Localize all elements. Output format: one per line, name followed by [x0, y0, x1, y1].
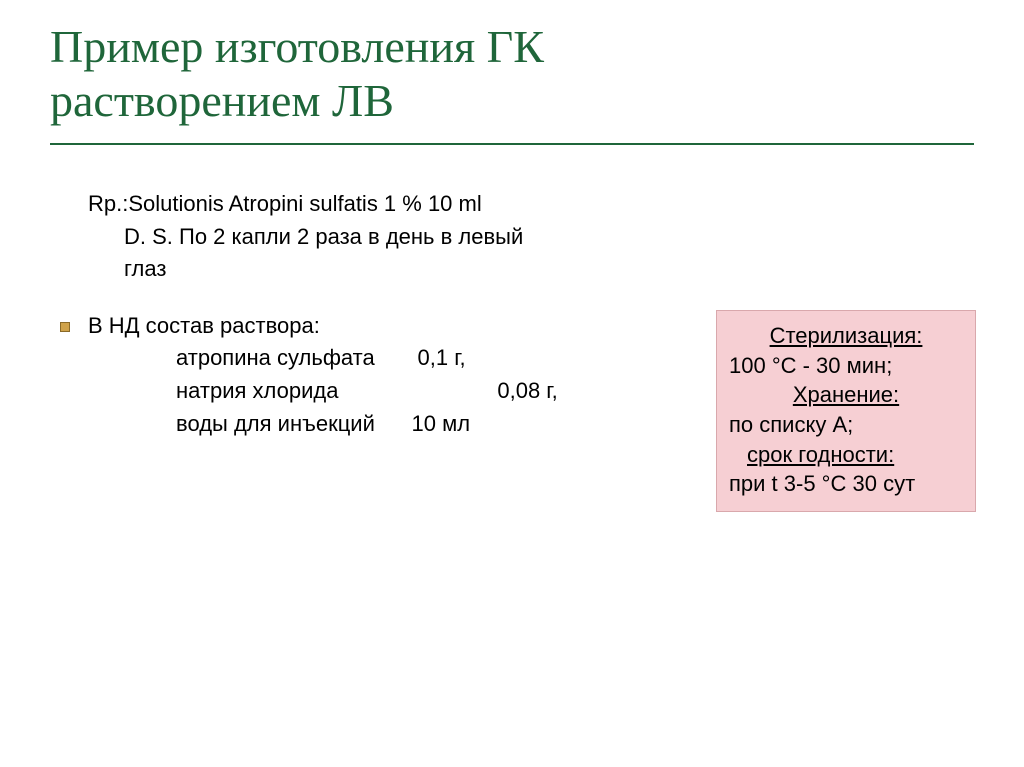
list-item: В НД состав раствора: — [60, 312, 620, 341]
panel-row: Хранение: — [729, 380, 963, 410]
sterilization-label: Стерилизация: — [770, 323, 923, 348]
title-block: Пример изготовления ГК растворением ЛВ — [0, 0, 1024, 137]
list-item: Rp.:Solutionis Atropini sulfatis 1 % 10 … — [60, 190, 620, 219]
storage-value: по списку А; — [729, 410, 963, 440]
list-item: D. S. По 2 капли 2 раза в день в левый — [60, 223, 620, 252]
list-item: воды для инъекций 10 мл — [60, 410, 620, 439]
panel-row: срок годности: — [729, 440, 963, 470]
nd-header: В НД состав раствора: — [88, 312, 320, 341]
title-line-1: Пример изготовления ГК — [50, 21, 544, 72]
title-underline — [50, 143, 974, 145]
component-line: воды для инъекций 10 мл — [176, 410, 470, 439]
shelf-life-value: при t 3-5 °С 30 сут — [729, 469, 963, 499]
list-item: глаз — [60, 255, 620, 284]
slide-title: Пример изготовления ГК растворением ЛВ — [50, 20, 974, 129]
list-item: атропина сульфата 0,1 г, — [60, 344, 620, 373]
shelf-life-label: срок годности: — [747, 442, 894, 467]
bullet-icon — [60, 322, 70, 332]
panel-row: Стерилизация: — [729, 321, 963, 351]
sterilization-value: 100 °С - 30 мин; — [729, 351, 963, 381]
storage-label: Хранение: — [793, 382, 899, 407]
title-line-2: растворением ЛВ — [50, 75, 394, 126]
prescription-line: Rp.:Solutionis Atropini sulfatis 1 % 10 … — [88, 190, 482, 219]
dosage-line-2: глаз — [124, 255, 166, 284]
component-line: натрия хлорида 0,08 г, — [176, 377, 558, 406]
spacer — [60, 288, 620, 312]
info-panel: Стерилизация: 100 °С - 30 мин; Хранение:… — [716, 310, 976, 512]
body-content: Rp.:Solutionis Atropini sulfatis 1 % 10 … — [60, 190, 620, 442]
list-item: натрия хлорида 0,08 г, — [60, 377, 620, 406]
slide: Пример изготовления ГК растворением ЛВ R… — [0, 0, 1024, 767]
dosage-line-1: D. S. По 2 капли 2 раза в день в левый — [124, 223, 523, 252]
component-line: атропина сульфата 0,1 г, — [176, 344, 466, 373]
